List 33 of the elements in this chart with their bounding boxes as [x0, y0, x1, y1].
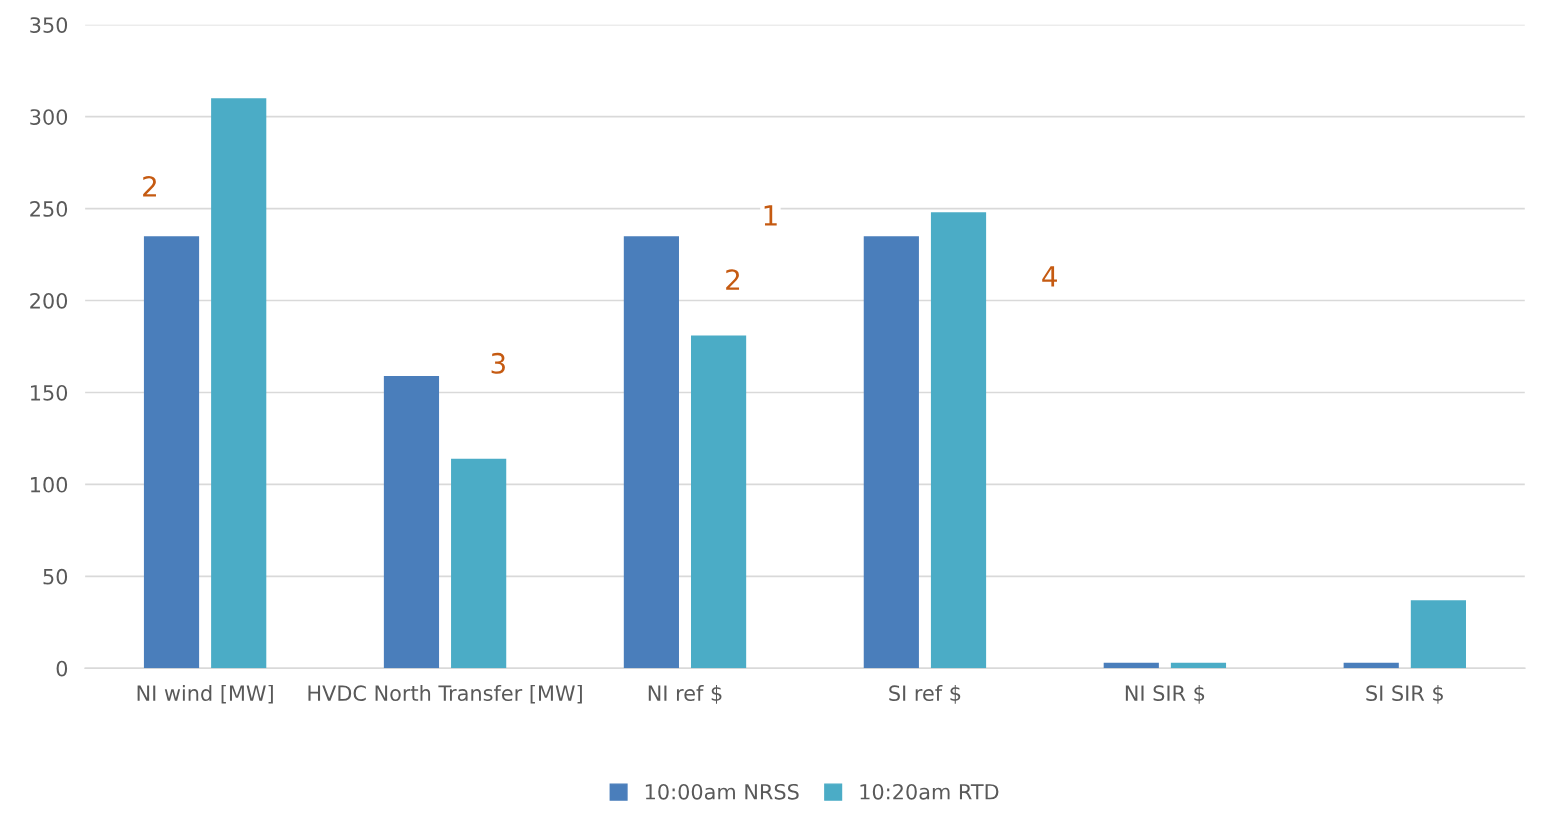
y-tick-label: 0 — [56, 660, 68, 677]
y-tick-label: 300 — [30, 109, 68, 125]
x-tick-label: SI SIR $ — [1366, 684, 1443, 704]
x-tick-label: HVDC North Transfer [MW] — [308, 684, 582, 704]
bar — [1343, 662, 1399, 669]
annotation: 2 — [143, 175, 156, 197]
legend-label: 10:00am NRSS — [645, 783, 799, 800]
annotation: 1 — [764, 205, 777, 226]
annotation: 3 — [491, 352, 505, 374]
x-tick-label: NI SIR $ — [1125, 684, 1205, 704]
bar — [1410, 600, 1466, 669]
x-tick-label: NI ref $ — [648, 684, 722, 704]
bar — [451, 458, 507, 669]
bar — [863, 236, 919, 669]
bar — [143, 236, 200, 669]
x-tick-label: SI ref $ — [889, 684, 961, 704]
y-tick-label: 250 — [30, 201, 68, 217]
legend-label: 10:20am RTD — [860, 783, 999, 800]
annotation: 2 — [726, 269, 740, 290]
x-tick-label: NI wind [MW] — [137, 684, 273, 704]
bar — [623, 236, 679, 669]
y-tick-label: 350 — [30, 17, 68, 33]
bar — [1170, 662, 1227, 669]
y-tick-label: 50 — [43, 568, 68, 585]
y-tick-label: 100 — [31, 476, 68, 493]
bar — [930, 212, 987, 669]
y-tick-label: 150 — [31, 384, 68, 401]
annotation: 4 — [1042, 266, 1057, 287]
bar — [383, 375, 440, 669]
bar — [1103, 662, 1159, 669]
bar — [211, 98, 267, 669]
bar — [690, 335, 747, 669]
y-tick-label: 200 — [30, 292, 68, 309]
